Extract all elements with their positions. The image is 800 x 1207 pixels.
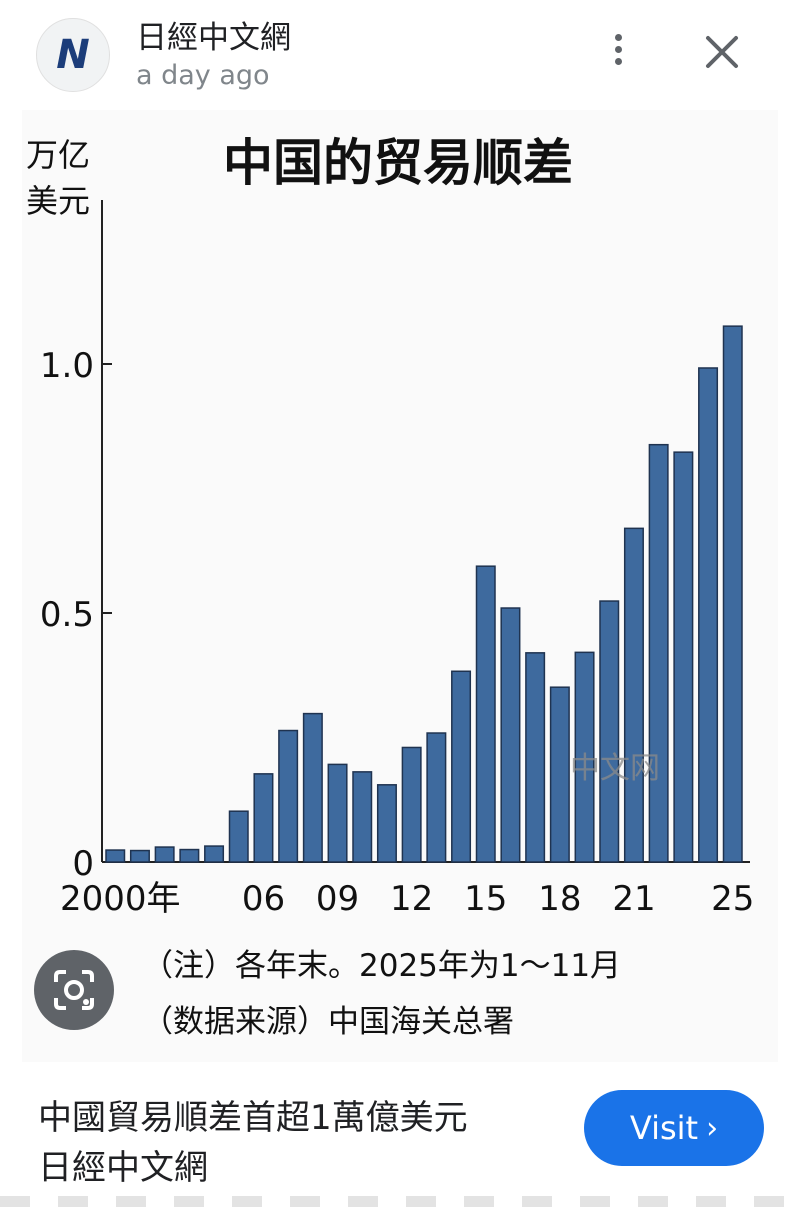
bar-2024 [698, 367, 719, 863]
bar-2018 [549, 686, 570, 863]
x-tick-label: 21 [612, 879, 655, 919]
y-tick-label: 1.0 [40, 346, 94, 386]
google-lens-icon [54, 970, 94, 1010]
y-tick-label: 0 [72, 844, 94, 884]
source-name: 日經中文網 [136, 20, 291, 56]
logo-letter: N [56, 32, 90, 78]
y-axis-label-line2: 美元 [26, 182, 90, 220]
x-tick-label: 2000年 [60, 879, 181, 919]
x-tick-label: 25 [711, 879, 754, 919]
bar-2012 [401, 746, 422, 863]
bar-2011 [376, 784, 397, 863]
x-tick-label: 09 [316, 879, 359, 919]
bar-2021 [623, 527, 644, 863]
y-tick-label: 0.5 [40, 595, 94, 635]
bar-2003 [179, 848, 200, 863]
more-vert-icon[interactable] [604, 30, 632, 74]
bar-2005 [228, 810, 249, 863]
article-source: 日經中文網 [38, 1148, 208, 1188]
watermark: 中文网 [570, 751, 660, 786]
trade-surplus-chart: 中国的贸易顺差 万亿 美元 0 0.5 1.0 2000年 06 09 12 15 18 21 2… [26, 134, 754, 1040]
x-tick-label: 12 [390, 879, 433, 919]
google-lens-button[interactable] [34, 950, 114, 1030]
x-tick-label: 18 [538, 879, 581, 919]
chart-note: （注）各年末。2025年为1～11月 [142, 948, 621, 984]
bar-2000 [105, 849, 126, 863]
bar-2013 [426, 732, 447, 863]
bar-2016 [500, 607, 521, 863]
article-image[interactable]: 中国的贸易顺差 万亿 美元 0 0.5 1.0 2000年 06 09 12 15 18 21 2… [22, 110, 778, 1062]
bar-2007 [278, 729, 299, 863]
x-tick-label: 06 [242, 879, 285, 919]
bar-2020 [599, 600, 620, 863]
visit-label: Visit [629, 1109, 699, 1147]
bar-2009 [327, 763, 348, 863]
timestamp: a day ago [136, 60, 270, 91]
bar-2008 [302, 712, 323, 863]
chart-source: （数据来源）中国海关总署 [142, 1004, 514, 1040]
chevron-right-icon: › [706, 1110, 719, 1146]
bar-2017 [525, 652, 546, 863]
bar-2006 [253, 773, 274, 863]
visit-button[interactable]: Visit › [584, 1090, 764, 1166]
bar-2023 [673, 451, 694, 863]
close-icon[interactable] [700, 30, 744, 74]
x-tick-label: 15 [464, 879, 507, 919]
bar-2002 [154, 846, 175, 863]
chart-title: 中国的贸易顺差 [223, 134, 573, 192]
bar-2010 [352, 771, 373, 863]
site-logo: N [36, 18, 110, 92]
y-axis-label-line1: 万亿 [26, 136, 90, 174]
related-results-strip [0, 1196, 800, 1207]
result-header: N 日經中文網 a day ago [0, 0, 800, 110]
bar-2025 [722, 325, 743, 863]
bar-2014 [451, 670, 472, 863]
bar-2022 [648, 443, 669, 863]
bar-2001 [129, 849, 150, 863]
bar-2015 [475, 565, 496, 863]
bar-2019 [574, 651, 595, 863]
article-headline[interactable]: 中國貿易順差首超1萬億美元 [38, 1098, 468, 1138]
bar-2004 [204, 845, 225, 863]
